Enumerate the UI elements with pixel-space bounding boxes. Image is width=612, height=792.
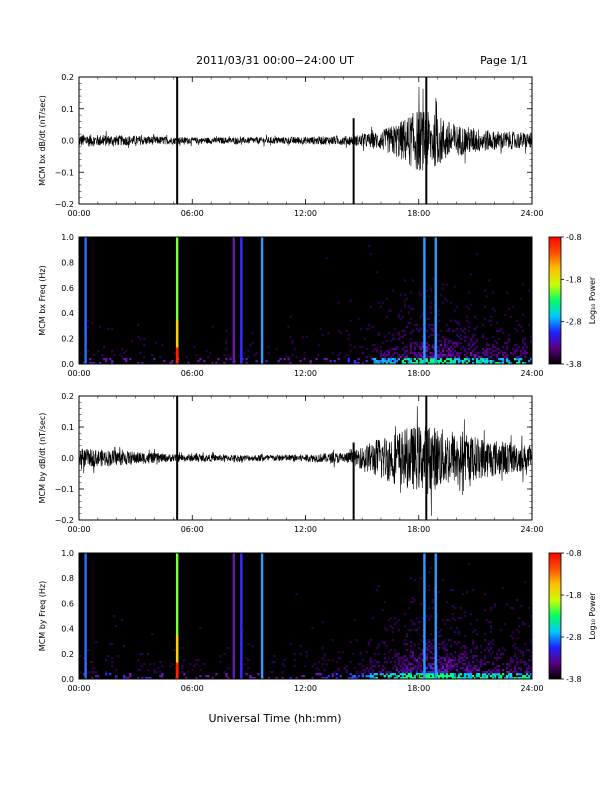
signal-trace (79, 406, 532, 516)
spectral-stripe-1 (84, 237, 87, 364)
y-tick-label: −0.1 (55, 485, 74, 494)
spectral-stripe-3 (232, 553, 235, 679)
y-tick-label: 1.0 (61, 549, 74, 558)
colorbar-tick-label: -3.8 (566, 360, 582, 369)
colorbar-4: -0.8 -1.8 -2.8 -3.8 Log₁₀ Power (548, 549, 597, 684)
x-axis-label: Universal Time (hh:mm) (209, 712, 342, 725)
y-tick-label: 0.2 (61, 335, 74, 344)
page-number: Page 1/1 (480, 54, 528, 67)
colorbar-tick-label: -0.8 (566, 549, 582, 558)
spectral-stripe-2 (175, 553, 179, 679)
page-title: 2011/03/31 00:00−24:00 UT (196, 54, 354, 67)
stripe-hot-section (175, 634, 179, 679)
x-tick-label: 18:00 (407, 525, 430, 534)
spectrogram-background (79, 237, 532, 364)
stripe-peak-section (175, 662, 179, 679)
stripe-peak-section (175, 347, 179, 364)
x-tick-label: 24:00 (520, 209, 543, 218)
spectral-stripe-7 (434, 237, 437, 364)
y-tick-label: 0.2 (61, 392, 74, 401)
x-tick-label: 00:00 (67, 525, 90, 534)
spectrogram-cells (79, 563, 533, 680)
x-tick-label: 06:00 (181, 684, 204, 693)
spectral-stripe-3 (232, 237, 235, 364)
x-tick-label: 00:00 (67, 684, 90, 693)
spectral-stripe-4 (240, 553, 243, 679)
x-tick-label: 18:00 (407, 684, 430, 693)
y-axis-label: MCM by Freq (Hz) (38, 581, 47, 651)
x-tick-label: 24:00 (520, 369, 543, 378)
x-tick-label: 00:00 (67, 209, 90, 218)
y-tick-label: 0.6 (61, 599, 74, 608)
x-tick-label: 06:00 (181, 209, 204, 218)
y-tick-label: 0.1 (61, 423, 74, 432)
x-tick-label: 18:00 (407, 209, 430, 218)
colorbar-tick-label: -0.8 (566, 233, 582, 242)
panel-2: -0.8 -1.8 -2.8 -3.8 Log₁₀ Power 1.0 0.8 0.6 0.4 0… (38, 233, 597, 378)
spectral-stripe-1 (84, 553, 87, 679)
panel-3: 0.2 0.1 0.0 −0.1 −0.200:00 06:00 12:00 18:00 24:… (38, 392, 544, 534)
y-tick-label: 0.0 (61, 454, 74, 463)
y-tick-label: 1.0 (61, 233, 74, 242)
colorbar-tick-label: -2.8 (566, 633, 582, 642)
y-tick-label: 0.8 (61, 574, 74, 583)
spectral-stripe-5 (260, 553, 264, 679)
colorbar-tick-label: -1.8 (566, 275, 582, 284)
y-tick-label: −0.2 (55, 200, 74, 209)
signal-trace-group (79, 396, 532, 520)
y-tick-label: 0.1 (61, 105, 74, 114)
colorbar-2: -0.8 -1.8 -2.8 -3.8 Log₁₀ Power (548, 233, 597, 369)
y-tick-label: 0.4 (61, 625, 74, 634)
spectral-stripe-5 (260, 237, 264, 364)
spectral-stripe-2 (175, 237, 179, 364)
x-tick-label: 18:00 (407, 369, 430, 378)
spectral-stripe-7 (434, 553, 437, 679)
spectral-stripe-6 (423, 553, 426, 679)
x-tick-label: 06:00 (181, 525, 204, 534)
y-tick-label: 0.8 (61, 258, 74, 267)
signal-trace (79, 86, 532, 171)
y-tick-label: −0.1 (55, 168, 74, 177)
colorbar-label: Log₁₀ Power (588, 592, 597, 640)
stripe-hot-section (175, 319, 179, 364)
x-tick-label: 12:00 (294, 525, 317, 534)
y-axis-label: MCM bx dB/dt (nT/sec) (38, 95, 47, 186)
x-tick-label: 06:00 (181, 369, 204, 378)
x-tick-label: 12:00 (294, 369, 317, 378)
colorbar-tick-label: -1.8 (566, 591, 582, 600)
y-tick-label: 0.4 (61, 309, 74, 318)
x-tick-label: 12:00 (294, 684, 317, 693)
y-axis-label: MCM bx Freq (Hz) (38, 265, 47, 335)
panel-1: 0.2 0.1 0.0 −0.1 −0.200:00 06:00 12:00 18:00 24:… (38, 73, 544, 218)
x-tick-label: 24:00 (520, 525, 543, 534)
y-tick-label: −0.2 (55, 516, 74, 525)
panel-4: -0.8 -1.8 -2.8 -3.8 Log₁₀ Power 1.0 0.8 0.6 0.4 0… (38, 549, 597, 693)
y-tick-label: 0.0 (61, 675, 74, 684)
x-tick-label: 00:00 (67, 369, 90, 378)
spectrogram-cells (79, 245, 533, 365)
colorbar-tick-label: -3.8 (566, 675, 582, 684)
x-tick-label: 12:00 (294, 209, 317, 218)
spectral-stripe-4 (240, 237, 243, 364)
x-tick-label: 24:00 (520, 684, 543, 693)
colorbar-label: Log₁₀ Power (588, 276, 597, 324)
y-tick-label: 0.0 (61, 360, 74, 369)
y-axis-label: MCM by dB/dt (nT/sec) (38, 413, 47, 504)
spectrogram-background (79, 553, 532, 679)
colorbar-tick-label: -2.8 (566, 318, 582, 327)
y-tick-label: 0.6 (61, 284, 74, 293)
y-tick-label: 0.2 (61, 650, 74, 659)
spectral-stripe-6 (423, 237, 426, 364)
signal-trace-group (79, 77, 532, 204)
y-tick-label: 0.2 (61, 73, 74, 82)
y-tick-label: 0.0 (61, 137, 74, 146)
